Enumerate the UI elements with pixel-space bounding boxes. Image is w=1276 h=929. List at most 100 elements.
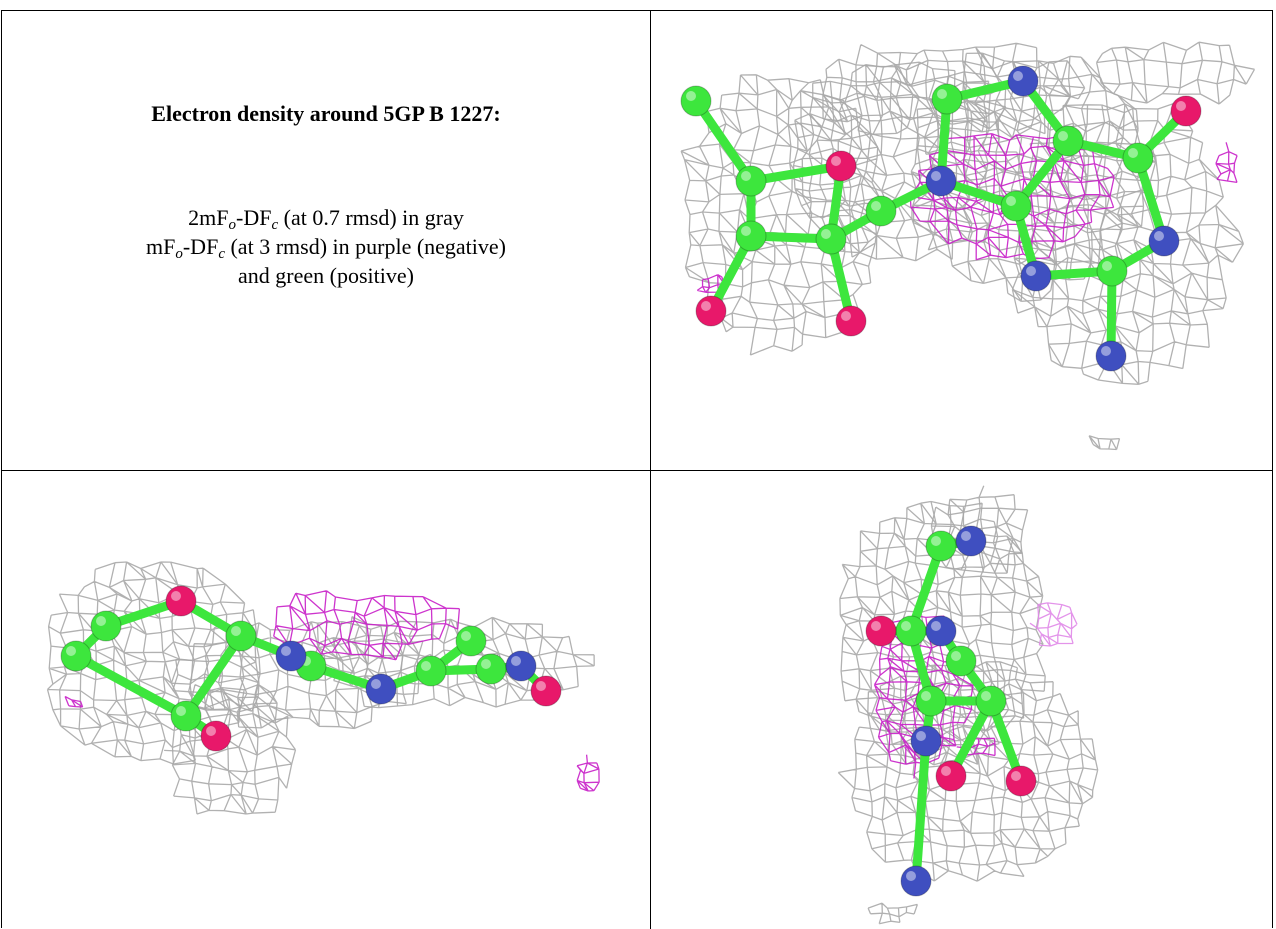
legend-sub: c xyxy=(271,217,279,233)
atom xyxy=(925,615,957,647)
atom-highlight xyxy=(931,621,941,631)
atom xyxy=(695,295,727,327)
atom xyxy=(1052,125,1084,157)
atom-highlight xyxy=(1006,196,1016,206)
legend-sub: o xyxy=(228,217,237,233)
atom-highlight xyxy=(961,531,971,541)
density-view-end xyxy=(837,485,1099,925)
atom-highlight xyxy=(921,691,931,701)
atom xyxy=(895,615,927,647)
density-mesh xyxy=(164,683,297,815)
atom xyxy=(931,83,963,115)
atom-highlight xyxy=(1128,148,1138,158)
atom-highlight xyxy=(916,731,926,741)
legend-text: (at 0.7 rmsd) in gray xyxy=(278,205,464,230)
atom-highlight xyxy=(906,871,916,881)
bond xyxy=(691,96,756,186)
atom-highlight xyxy=(421,661,431,671)
atom xyxy=(735,165,767,197)
legend-text: mF xyxy=(146,234,176,259)
atom xyxy=(815,223,847,255)
atom-highlight xyxy=(1176,101,1186,111)
atom-highlight xyxy=(1011,771,1021,781)
figure-table: Electron density around 5GP B 1227: 2mFo… xyxy=(1,10,1273,929)
atom-highlight xyxy=(701,301,711,311)
legend-line: mFo-DFc (at 3 rmsd) in purple (negative) xyxy=(2,232,650,262)
density-mesh xyxy=(837,661,1099,882)
atom xyxy=(475,653,507,685)
atom xyxy=(1007,65,1039,97)
atom-highlight xyxy=(1013,71,1023,81)
atom xyxy=(1020,260,1052,292)
atom-highlight xyxy=(1154,231,1164,241)
atom-highlight xyxy=(96,616,106,626)
legend-line: 2mFo-DFc (at 0.7 rmsd) in gray xyxy=(2,203,650,233)
atom xyxy=(1148,225,1180,257)
legend-sub: c xyxy=(218,246,225,262)
atom-highlight xyxy=(901,621,911,631)
atom xyxy=(955,525,987,557)
atom xyxy=(170,700,202,732)
atom-highlight xyxy=(741,226,751,236)
bond xyxy=(746,161,846,186)
atom-highlight xyxy=(981,691,991,701)
atom xyxy=(945,645,977,677)
atom-highlight xyxy=(1058,131,1068,141)
atom-highlight xyxy=(1101,346,1111,356)
atom-highlight xyxy=(281,646,291,656)
density-mesh xyxy=(576,754,600,792)
bond xyxy=(181,631,246,721)
atom xyxy=(865,615,897,647)
caption-cell: Electron density around 5GP B 1227: 2mFo… xyxy=(2,11,650,470)
atom xyxy=(865,195,897,227)
atom xyxy=(60,640,92,672)
density-view-side xyxy=(46,561,600,815)
legend-text: (at 3 rmsd) in purple (negative) xyxy=(224,234,506,259)
legend-text: -DF xyxy=(182,234,219,259)
atom xyxy=(825,150,857,182)
atom-highlight xyxy=(937,89,947,99)
atom xyxy=(415,655,447,687)
legend-text: 2mF xyxy=(188,205,229,230)
atom-highlight xyxy=(931,171,941,181)
atom-highlight xyxy=(231,626,241,636)
atom xyxy=(735,220,767,252)
density-mesh xyxy=(1215,142,1238,184)
atom xyxy=(1170,95,1202,127)
atom xyxy=(935,760,967,792)
bond xyxy=(906,541,946,636)
legend-line: and green (positive) xyxy=(2,261,650,290)
density-mesh xyxy=(822,42,1086,155)
density-mesh xyxy=(1088,435,1121,451)
atom xyxy=(505,650,537,682)
atom-highlight xyxy=(536,681,546,691)
legend-text: and green (positive) xyxy=(238,263,414,288)
bond xyxy=(71,651,191,721)
atom xyxy=(680,85,712,117)
atom xyxy=(915,685,947,717)
atom xyxy=(90,610,122,642)
density-mesh xyxy=(867,902,919,925)
atom-highlight xyxy=(1102,261,1112,271)
atom-highlight xyxy=(686,91,696,101)
atom xyxy=(365,673,397,705)
atom-highlight xyxy=(871,201,881,211)
atom xyxy=(900,865,932,897)
atom-highlight xyxy=(871,621,881,631)
atom xyxy=(225,620,257,652)
density-view-top xyxy=(680,41,1256,451)
atom xyxy=(275,640,307,672)
atom xyxy=(925,530,957,562)
legend-sub: o xyxy=(175,246,183,262)
atom-highlight xyxy=(176,706,186,716)
atom xyxy=(165,585,197,617)
atom xyxy=(200,720,232,752)
atom xyxy=(910,725,942,757)
atom-highlight xyxy=(841,311,851,321)
atom-highlight xyxy=(821,229,831,239)
legend-text: -DF xyxy=(236,205,272,230)
caption-title: Electron density around 5GP B 1227: xyxy=(151,101,501,126)
density-mesh xyxy=(1029,602,1078,647)
atom xyxy=(925,165,957,197)
atom-highlight xyxy=(371,679,381,689)
